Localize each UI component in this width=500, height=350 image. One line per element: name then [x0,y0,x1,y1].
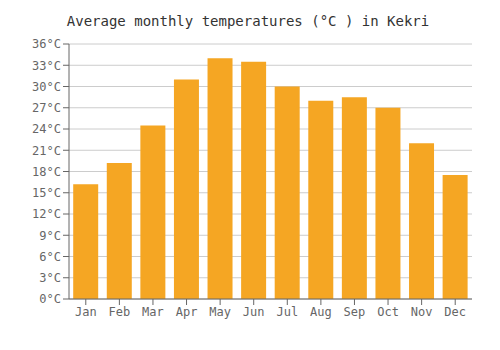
html-text:Average monthly temperatures (: Average monthly temperatures (°C ) in Ke… [66,13,430,29]
svg-text:Jan: Jan [75,305,97,319]
svg-text:Feb: Feb [109,305,131,319]
svg-text:36°C: 36°C [32,37,61,51]
svg-text:May: May [209,305,231,319]
svg-text:27°C: 27°C [32,101,61,115]
svg-text:18°C: 18°C [32,165,61,179]
svg-text:Dec: Dec [444,305,466,319]
svg-text:33°C: 33°C [32,59,61,73]
svg-text:24°C: 24°C [32,122,61,136]
svg-text:21°C: 21°C [32,144,61,158]
svg-text:Mar: Mar [142,305,164,319]
svg-text:Sep: Sep [344,305,366,319]
svg-text:12°C: 12°C [32,207,61,221]
svg-text:Jun: Jun [243,305,265,319]
svg-text:30°C: 30°C [32,80,61,94]
svg-text:9°C: 9°C [39,229,61,243]
svg-text:Aug: Aug [310,305,332,319]
svg-text:0°C: 0°C [39,292,61,306]
svg-text:Oct: Oct [377,305,399,319]
svg-text:15°C: 15°C [32,186,61,200]
svg-text:Jul: Jul [276,305,298,319]
svg-text:Nov: Nov [411,305,433,319]
svg-text:Apr: Apr [176,305,198,319]
svg-text:6°C: 6°C [39,250,61,264]
svg-text:3°C: 3°C [39,271,61,285]
